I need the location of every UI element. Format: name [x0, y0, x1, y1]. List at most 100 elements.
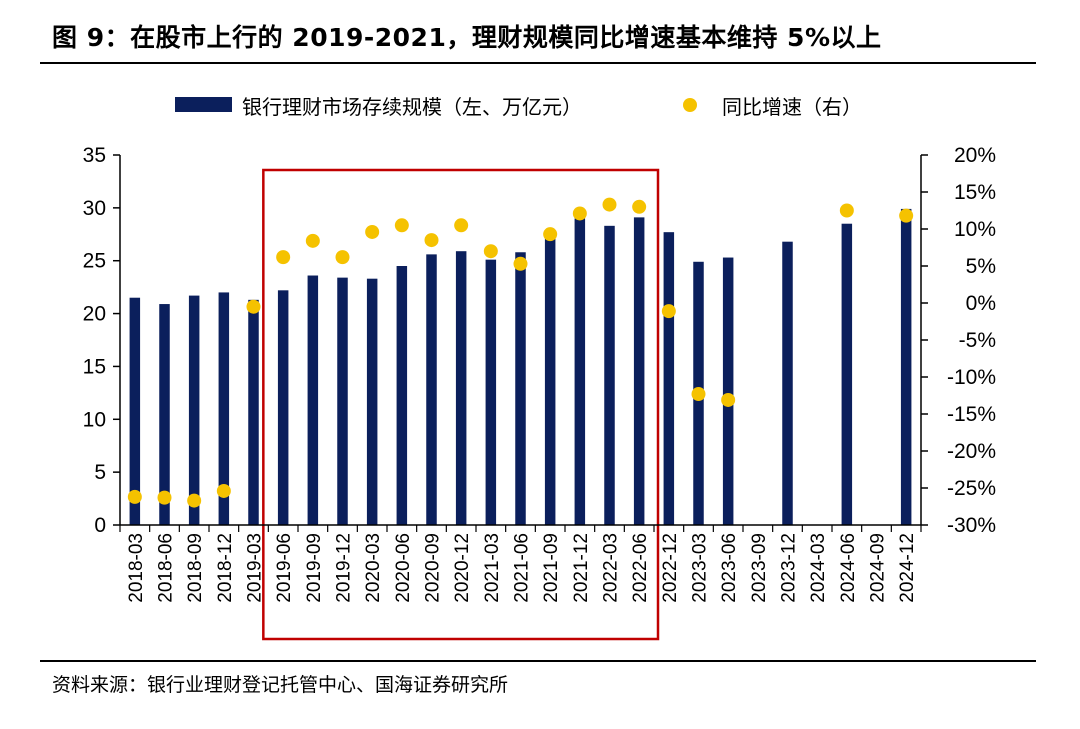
bar-2020-03	[366, 278, 378, 525]
left-tick-label: 20	[83, 303, 106, 326]
yoy-dot-2022-12	[661, 304, 676, 319]
bar-2021-06	[515, 252, 526, 525]
right-tick-label: -30%	[947, 514, 996, 537]
right-tick-label: 15%	[954, 181, 996, 204]
right-tick-label: 5%	[966, 255, 996, 278]
bar-2024-12	[900, 208, 912, 525]
x-tick-label: 2022-12	[660, 533, 681, 603]
bar-2018-12	[218, 292, 230, 525]
x-tick-label: 2021-09	[541, 533, 562, 603]
yoy-dot-2018-12	[216, 483, 231, 498]
x-tick-label: 2024-12	[897, 533, 918, 603]
yoy-dot-2020-12	[454, 218, 469, 233]
yoy-dot-2020-09	[424, 233, 439, 248]
x-tick-label: 2024-06	[838, 533, 859, 603]
bar-2022-12	[663, 232, 675, 525]
left-tick-label: 35	[83, 144, 106, 167]
yoy-dot-2021-06	[513, 256, 528, 271]
bar-2018-09	[188, 295, 200, 525]
source-divider	[40, 660, 1036, 662]
yoy-dot-2020-06	[394, 218, 409, 233]
x-tick-label: 2024-03	[808, 533, 829, 603]
bar-2019-09	[307, 275, 319, 525]
yoy-dot-2022-06	[632, 199, 647, 214]
legend-dot-swatch	[683, 98, 697, 112]
bar-2021-12	[574, 218, 586, 525]
x-tick-label: 2020-09	[423, 533, 444, 603]
x-tick-label: 2018-06	[156, 533, 177, 603]
x-tick-label: 2018-09	[185, 533, 206, 603]
x-tick-label: 2024-09	[868, 533, 889, 603]
plot-area: 0 5 10 15 20 25 30 35 20% 15% 10% 5% 0% -5% -10% -15% -2…	[83, 144, 996, 641]
legend-bar-label: 银行理财市场存续规模（左、万亿元）	[242, 95, 582, 119]
x-tick-label: 2021-12	[571, 533, 592, 603]
right-tick-label: -15%	[947, 403, 996, 426]
right-tick-label: 10%	[954, 218, 996, 241]
x-tick-label: 2021-03	[482, 533, 503, 603]
yoy-dot-2018-03	[127, 489, 142, 504]
x-tick-label: 2023-03	[690, 533, 711, 603]
x-tick-label: 2023-09	[749, 533, 770, 603]
yoy-dot-2019-06	[276, 250, 291, 265]
right-tick-label: -20%	[947, 440, 996, 463]
x-tick-label: 2018-03	[126, 533, 147, 603]
left-tick-label: 30	[83, 197, 106, 220]
bar-2022-03	[604, 225, 615, 526]
title-divider	[40, 62, 1036, 64]
x-tick-label: 2020-06	[393, 533, 414, 603]
bar-2023-06	[722, 257, 734, 525]
yoy-dot-2019-03	[246, 299, 261, 314]
yoy-dot-2018-06	[157, 490, 172, 505]
right-tick-label: 20%	[954, 144, 996, 167]
chart: 银行理财市场存续规模（左、万亿元） 同比增速（右） 0 5 10 15 20 25 30 35…	[83, 95, 996, 641]
bar-2020-06	[396, 266, 408, 525]
legend-dot-label: 同比增速（右）	[722, 95, 862, 119]
x-tick-label: 2023-12	[779, 533, 800, 603]
x-tick-label: 2022-03	[601, 533, 622, 603]
highlight-box	[262, 168, 660, 641]
yoy-dot-2024-06	[839, 203, 854, 218]
bar-2019-06	[277, 290, 289, 525]
legend-bar-swatch	[175, 97, 232, 112]
legend: 银行理财市场存续规模（左、万亿元） 同比增速（右）	[175, 95, 862, 119]
yoy-dot-2023-06	[721, 392, 736, 407]
bar-2021-03	[485, 259, 497, 525]
bar-2018-06	[159, 304, 170, 525]
yoy-dot-2020-03	[365, 224, 380, 239]
left-tick-label: 0	[94, 514, 106, 537]
bar-2022-06	[633, 217, 645, 525]
x-tick-label: 2023-06	[719, 533, 740, 603]
left-tick-label: 5	[94, 461, 106, 484]
yoy-dot-2024-12	[899, 208, 914, 223]
bar-2020-12	[455, 251, 467, 525]
yoy-dot-2021-12	[572, 206, 587, 221]
x-tick-label: 2020-12	[452, 533, 473, 603]
x-tick-label: 2022-06	[630, 533, 651, 603]
x-tick-label: 2019-12	[334, 533, 355, 603]
bar-2023-12	[782, 241, 793, 525]
left-tick-label: 25	[83, 250, 106, 273]
bar-2020-09	[426, 254, 437, 525]
bar-2019-12	[337, 277, 348, 525]
right-tick-label: -5%	[959, 329, 996, 352]
yoy-dot-2021-09	[543, 227, 558, 242]
source-note: 资料来源：银行业理财登记托管中心、国海证券研究所	[52, 674, 509, 696]
bar-2018-03	[129, 297, 141, 525]
left-tick-label: 10	[83, 408, 106, 431]
x-tick-label: 2019-09	[304, 533, 325, 603]
x-tick-label: 2020-03	[363, 533, 384, 603]
bar-2024-06	[841, 223, 853, 525]
yoy-dot-2023-03	[691, 387, 706, 402]
yoy-dot-2018-09	[187, 493, 202, 508]
x-tick-label: 2018-12	[215, 533, 236, 603]
left-tick-label: 15	[83, 355, 106, 378]
figure-title: 图 9：在股市上行的 2019-2021，理财规模同比增速基本维持 5%以上	[52, 23, 882, 52]
x-tick-label: 2019-03	[245, 533, 266, 603]
yoy-dot-2019-09	[305, 233, 320, 248]
right-tick-label: 0%	[966, 292, 996, 315]
bar-2021-09	[544, 237, 556, 525]
right-tick-label: -25%	[947, 477, 996, 500]
x-tick-label: 2019-06	[274, 533, 295, 603]
yoy-dot-2019-12	[335, 250, 350, 265]
x-tick-label: 2021-06	[512, 533, 533, 603]
